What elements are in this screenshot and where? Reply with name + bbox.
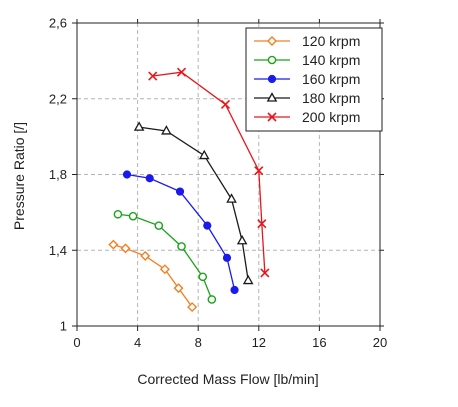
data-point (198, 149, 210, 160)
data-point (242, 274, 254, 285)
legend-item: 180 krpm (254, 90, 360, 106)
data-point (145, 174, 154, 183)
series-line (139, 126, 249, 281)
data-point (148, 71, 158, 81)
legend-label: 200 krpm (302, 109, 360, 125)
legend-label: 160 krpm (302, 71, 360, 87)
axes: 0 4 8 12 16 20 1 1,4 1,8 2,2 2,6 (49, 16, 387, 351)
series-line (113, 243, 193, 308)
data-point (122, 170, 132, 179)
y-axis-label: Pressure Ratio [/] (11, 122, 27, 230)
x-marker-stroke (176, 67, 187, 77)
series-120-krpm (108, 239, 198, 313)
data-point (175, 187, 185, 196)
data-point (260, 268, 270, 278)
data-point (187, 302, 198, 313)
x-tick-label: 8 (195, 335, 202, 350)
x-tick-label: 20 (373, 335, 387, 350)
x-axis-label: Corrected Mass Flow [lb/min] (137, 371, 318, 387)
x-marker-stroke (260, 268, 270, 278)
series-140-krpm (113, 209, 217, 304)
data-point (176, 67, 187, 77)
data-point (108, 239, 119, 250)
legend-item: 200 krpm (254, 109, 360, 125)
x-tick-label: 4 (134, 335, 141, 350)
series-180-krpm (133, 121, 254, 285)
x-marker-stroke (267, 112, 277, 122)
data-point (230, 285, 239, 295)
y-tick-label: 2,6 (49, 16, 67, 31)
legend-marker (266, 92, 278, 102)
data-point (128, 211, 138, 221)
data-point (236, 234, 248, 245)
x-marker-stroke (220, 99, 231, 109)
legend-item: 120 krpm (254, 33, 360, 49)
series-200-krpm (148, 67, 270, 278)
data-point (133, 121, 145, 131)
x-tick-label: 0 (73, 335, 80, 350)
legend-label: 140 krpm (302, 52, 360, 68)
data-point (207, 295, 217, 304)
x-marker-stroke (148, 71, 158, 81)
data-point (113, 209, 123, 219)
x-marker-stroke (254, 166, 264, 176)
series-line (152, 71, 266, 274)
y-tick-label: 2,2 (49, 91, 67, 106)
data-point (222, 253, 232, 262)
data-point (140, 250, 151, 261)
x-tick-label: 12 (252, 335, 266, 350)
y-tick-label: 1,8 (49, 167, 67, 182)
legend-item: 160 krpm (254, 71, 360, 87)
series-160-krpm (122, 170, 239, 295)
data-point (173, 283, 184, 294)
data-point (257, 219, 267, 229)
data-point (120, 243, 131, 254)
data-point (226, 193, 237, 203)
data-point (177, 242, 186, 251)
y-tick-label: 1,4 (49, 243, 67, 258)
data-point (254, 166, 264, 176)
legend-item: 140 krpm (254, 52, 360, 68)
y-tick-label: 1 (60, 319, 67, 334)
data-point (220, 99, 231, 109)
legend-marker (267, 36, 277, 46)
data-point (154, 221, 164, 230)
data-point (161, 125, 172, 135)
legend-marker (267, 55, 277, 65)
x-marker-stroke (257, 219, 267, 229)
legend-marker (267, 112, 277, 122)
x-tick-label: 16 (312, 335, 326, 350)
legend-label: 180 krpm (302, 90, 360, 106)
legend-label: 120 krpm (302, 33, 360, 49)
data-point (203, 221, 212, 230)
data-point (198, 272, 208, 282)
legend-marker (267, 74, 277, 84)
series-group (108, 67, 270, 313)
data-point (159, 264, 170, 275)
legend: 120 krpm 140 krpm 160 krpm 180 krpm 200 krpm (245, 27, 383, 132)
